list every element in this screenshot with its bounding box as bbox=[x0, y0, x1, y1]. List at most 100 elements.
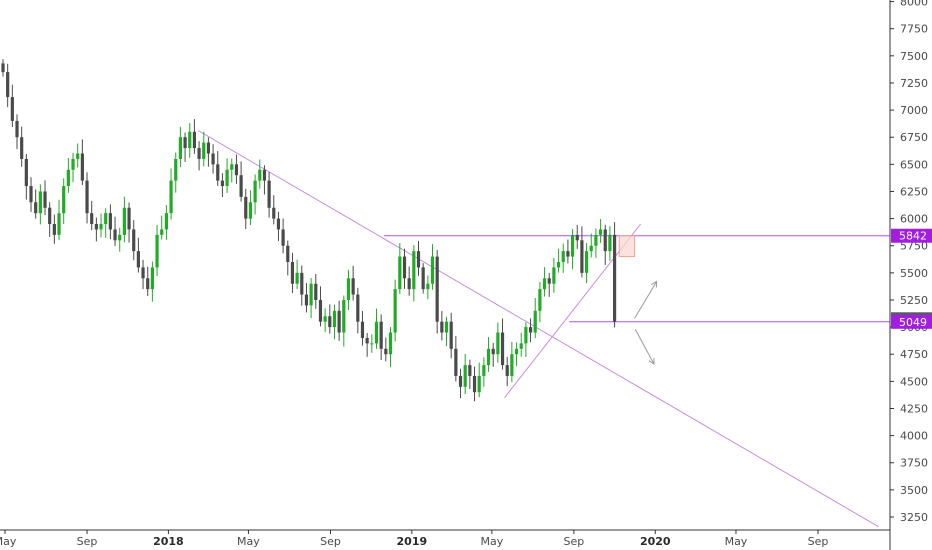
candle-body bbox=[281, 229, 285, 246]
candle bbox=[542, 267, 547, 297]
candle bbox=[188, 123, 192, 158]
candle bbox=[449, 312, 453, 359]
candle bbox=[304, 283, 309, 313]
candle bbox=[66, 158, 70, 193]
candle bbox=[412, 245, 416, 302]
candle bbox=[71, 152, 75, 183]
candle bbox=[99, 213, 103, 238]
candle-body bbox=[146, 278, 150, 290]
candle bbox=[477, 362, 481, 398]
candle-body bbox=[202, 142, 206, 159]
candle-body bbox=[612, 234, 617, 322]
candle-body bbox=[584, 251, 589, 273]
y-tick-label: 7000 bbox=[900, 104, 928, 117]
candle-body bbox=[211, 153, 215, 165]
candle bbox=[328, 304, 332, 334]
candle-body bbox=[440, 321, 444, 333]
candle bbox=[496, 322, 500, 363]
candle bbox=[435, 249, 439, 334]
candle bbox=[570, 229, 575, 270]
candle-body bbox=[561, 251, 565, 262]
candle-body bbox=[379, 321, 383, 349]
candle-body bbox=[258, 169, 262, 181]
candle-body bbox=[300, 272, 304, 295]
candle-body bbox=[435, 256, 439, 322]
drawing-layer bbox=[198, 130, 890, 528]
candle bbox=[379, 314, 383, 360]
y-tick-label: 7250 bbox=[900, 77, 928, 90]
candle-body bbox=[141, 267, 145, 279]
candle-body bbox=[234, 164, 239, 176]
candle-body bbox=[52, 224, 56, 235]
x-tick-label: May bbox=[0, 535, 17, 548]
candle bbox=[132, 220, 136, 261]
y-tick-label: 3500 bbox=[900, 484, 928, 497]
candle-body bbox=[444, 321, 449, 333]
candle bbox=[76, 143, 80, 168]
candle bbox=[192, 119, 197, 154]
candle-body bbox=[454, 348, 458, 376]
candle bbox=[155, 224, 159, 276]
candle-body bbox=[85, 180, 89, 214]
y-tick-label: 7750 bbox=[900, 23, 928, 36]
candle-body bbox=[575, 234, 579, 241]
candle bbox=[136, 237, 140, 273]
candle bbox=[603, 224, 607, 265]
candle-body bbox=[309, 283, 313, 306]
candle-body bbox=[351, 278, 355, 295]
candle bbox=[505, 356, 509, 387]
candle bbox=[608, 226, 612, 261]
candle bbox=[234, 154, 239, 184]
candle bbox=[15, 114, 19, 150]
candle bbox=[332, 304, 337, 340]
x-tick-label: May bbox=[480, 535, 503, 548]
candle-body bbox=[113, 229, 117, 241]
candle bbox=[360, 310, 365, 346]
candle-body bbox=[225, 169, 229, 187]
candle-body bbox=[528, 327, 533, 333]
candle bbox=[220, 173, 225, 198]
candle-body bbox=[244, 196, 248, 219]
candle-body bbox=[262, 169, 267, 181]
candle bbox=[468, 359, 472, 389]
price-badge-support bbox=[891, 314, 932, 329]
candle bbox=[323, 308, 327, 333]
candle bbox=[454, 335, 458, 382]
candle bbox=[118, 227, 122, 252]
candle bbox=[160, 215, 164, 240]
candle bbox=[253, 174, 257, 215]
candle bbox=[290, 252, 295, 294]
candle bbox=[211, 144, 215, 174]
candle-body bbox=[290, 262, 295, 284]
candle-body bbox=[398, 256, 402, 290]
candle-body bbox=[192, 131, 197, 149]
candle bbox=[552, 258, 556, 293]
candle bbox=[430, 244, 435, 290]
candle bbox=[500, 318, 505, 370]
candle bbox=[262, 165, 267, 195]
candle-body bbox=[71, 158, 75, 170]
candle bbox=[561, 243, 565, 273]
candle-body bbox=[421, 267, 425, 290]
y-tick-label: 5750 bbox=[900, 240, 928, 253]
candle-body bbox=[239, 175, 243, 197]
y-tick-label: 4000 bbox=[900, 430, 928, 443]
candle-body bbox=[24, 158, 28, 187]
y-tick-label: 7500 bbox=[900, 50, 928, 63]
candle bbox=[122, 196, 126, 243]
x-tick-label: May bbox=[725, 535, 748, 548]
candle-body bbox=[90, 213, 94, 225]
candle bbox=[24, 154, 28, 200]
candle-body bbox=[365, 337, 369, 344]
x-tick-label: 2019 bbox=[397, 535, 428, 548]
candle bbox=[295, 259, 299, 290]
candle bbox=[547, 272, 551, 297]
candle-body bbox=[276, 218, 281, 230]
y-tick-label: 6750 bbox=[900, 131, 928, 144]
candle bbox=[6, 63, 10, 108]
candle-body bbox=[183, 137, 187, 149]
candle-body bbox=[136, 251, 140, 268]
candle-body bbox=[286, 245, 290, 262]
arrow-down bbox=[634, 329, 655, 365]
candle-body bbox=[426, 283, 430, 290]
